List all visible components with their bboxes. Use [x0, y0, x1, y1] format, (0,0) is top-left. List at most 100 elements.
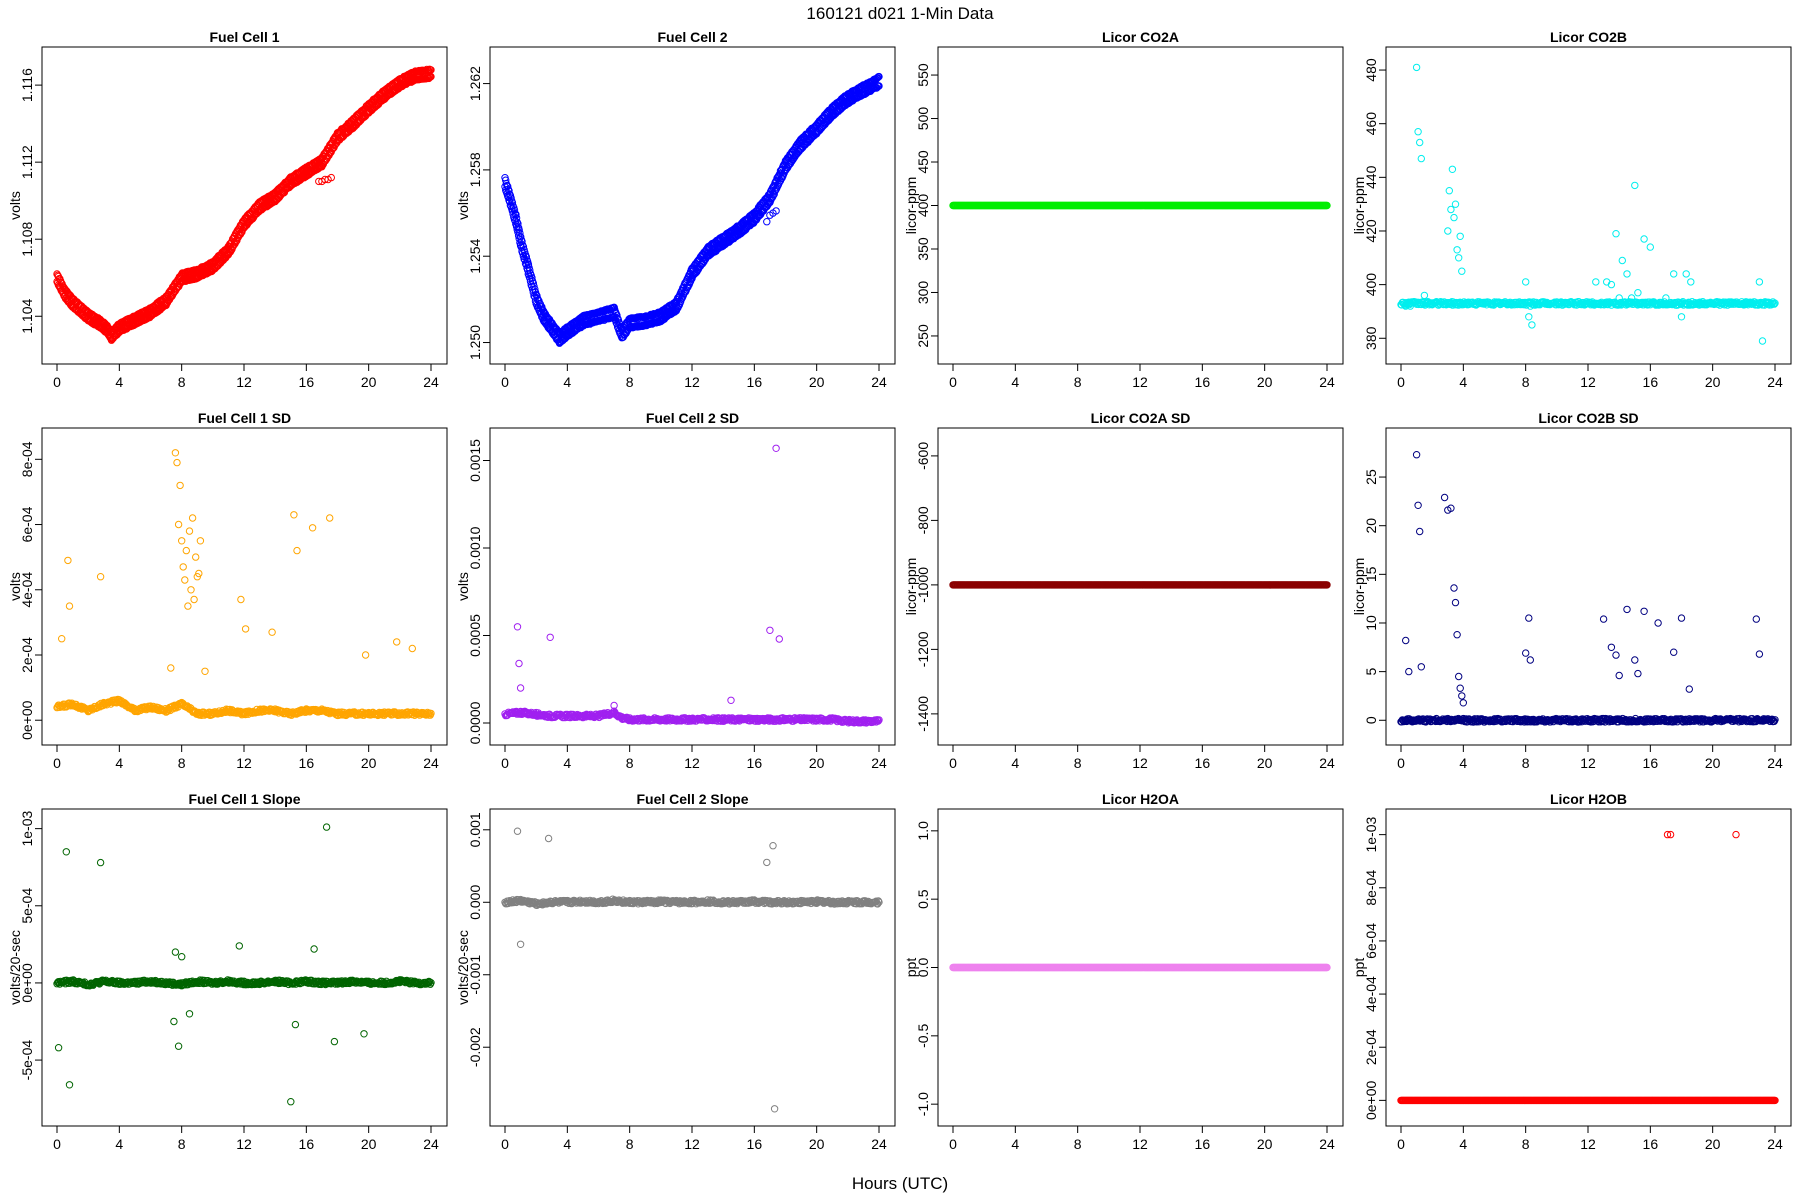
x-tick-label: 20 [1257, 374, 1273, 390]
data-point [513, 623, 522, 631]
x-tick-label: 4 [1011, 755, 1019, 771]
data-points [949, 581, 1331, 589]
data-points [53, 449, 435, 720]
y-tick-label: 0.0010 [467, 526, 483, 569]
x-tick-label: 20 [361, 374, 377, 390]
x-tick-label: 8 [1522, 374, 1530, 390]
data-point [1453, 246, 1461, 254]
y-tick-label: -600 [915, 442, 931, 470]
x-tick-label: 24 [423, 374, 439, 390]
x-tick-label: 4 [115, 374, 123, 390]
data-point [1420, 291, 1429, 300]
panel-title: Fuel Cell 2 SD [646, 410, 739, 426]
x-tick-label: 24 [871, 755, 887, 771]
data-point [1450, 213, 1458, 222]
data-point [1670, 270, 1678, 278]
y-tick-label: 1.254 [467, 238, 483, 273]
data-point [727, 696, 735, 704]
data-point [1444, 227, 1452, 235]
x-axis-label: Hours (UTC) [852, 1174, 948, 1193]
x-tick-label: 16 [1195, 374, 1211, 390]
plot-frame [41, 427, 448, 746]
data-point [237, 595, 245, 604]
data-point [766, 626, 774, 634]
data-point [408, 644, 416, 653]
data-point [1592, 278, 1600, 286]
y-tick-label: 8e-04 [19, 441, 35, 477]
y-tick-label: 6e-04 [19, 506, 35, 542]
data-point [516, 684, 525, 692]
data-point [182, 546, 191, 555]
data-point [167, 664, 175, 672]
data-point [1618, 256, 1627, 265]
x-tick-label: 0 [53, 755, 61, 771]
y-tick-label: 400 [915, 194, 931, 218]
data-point [196, 537, 205, 545]
x-tick-label: 20 [809, 755, 825, 771]
data-points [53, 65, 435, 344]
x-tick-label: 8 [178, 755, 186, 771]
y-axis-label: volts [455, 572, 471, 601]
x-tick-label: 12 [236, 755, 252, 771]
data-point [1416, 138, 1424, 147]
x-tick-label: 0 [1397, 374, 1405, 390]
data-points [1397, 63, 1779, 345]
x-tick-label: 8 [1074, 755, 1082, 771]
y-axis-label: volts [7, 191, 23, 220]
y-tick-label: 480 [1363, 58, 1379, 82]
y-tick-label: 400 [1363, 273, 1379, 297]
data-point [241, 625, 250, 633]
data-point [361, 651, 370, 659]
panel-title: Licor CO2A SD [1091, 410, 1191, 426]
data-point [1412, 63, 1421, 72]
y-tick-label: 0.0015 [467, 439, 483, 482]
y-tick-label: 250 [915, 324, 931, 348]
data-point [1458, 267, 1466, 275]
y-tick-label: 1.258 [467, 152, 483, 187]
x-tick-label: 0 [501, 755, 509, 771]
x-tick-label: 4 [1459, 374, 1467, 390]
data-point [308, 524, 317, 532]
data-point [1623, 270, 1631, 278]
data-point [1612, 230, 1620, 238]
x-tick-label: 12 [1132, 755, 1148, 771]
data-point [188, 514, 197, 522]
data-point [326, 514, 334, 522]
x-tick-label: 16 [299, 755, 315, 771]
data-point [179, 563, 187, 571]
x-tick-label: 8 [626, 755, 634, 771]
y-tick-label: 1.104 [19, 299, 35, 334]
data-point [1456, 232, 1464, 241]
data-point [772, 444, 780, 452]
x-tick-label: 8 [178, 374, 186, 390]
data-point [176, 481, 184, 490]
y-tick-label: 300 [915, 281, 931, 305]
data-point [96, 573, 105, 581]
figure-title: 160121 d021 1-Min Data [806, 4, 994, 23]
y-tick-label: -1400 [915, 696, 931, 732]
data-point [763, 218, 771, 226]
data-point [201, 667, 209, 675]
data-point [1525, 313, 1533, 321]
x-tick-label: 20 [1257, 755, 1273, 771]
x-tick-label: 16 [747, 755, 763, 771]
y-tick-label: 550 [915, 63, 931, 87]
y-axis-label: volts [455, 191, 471, 220]
y-tick-label: 440 [1363, 165, 1379, 189]
y-tick-label: 0e+00 [19, 700, 35, 740]
data-points [501, 72, 883, 347]
x-tick-label: 24 [1319, 755, 1335, 771]
x-tick-label: 0 [501, 374, 509, 390]
data-point [64, 556, 72, 565]
data-point [1445, 187, 1454, 195]
data-point [775, 635, 783, 643]
x-tick-label: 8 [1074, 374, 1082, 390]
y-tick-label: -1000 [915, 567, 931, 603]
x-tick-label: 16 [747, 374, 763, 390]
x-tick-label: 4 [563, 374, 571, 390]
y-tick-label: 380 [1363, 326, 1379, 350]
x-tick-label: 16 [299, 374, 315, 390]
